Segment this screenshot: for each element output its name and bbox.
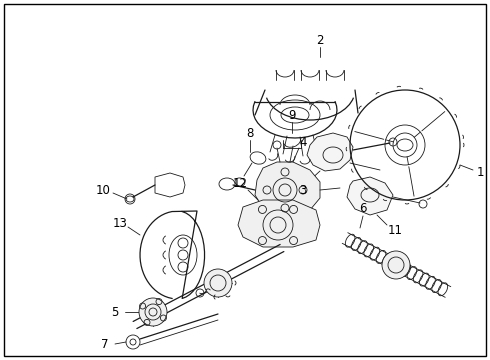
Polygon shape	[347, 177, 393, 215]
Text: 7: 7	[101, 338, 109, 351]
Text: 13: 13	[113, 216, 127, 230]
Polygon shape	[307, 133, 353, 171]
Circle shape	[139, 298, 167, 326]
Text: 6: 6	[359, 202, 367, 215]
Text: 3: 3	[299, 184, 307, 197]
Text: 12: 12	[232, 176, 247, 189]
Circle shape	[382, 251, 410, 279]
Text: 10: 10	[96, 184, 110, 197]
Polygon shape	[255, 162, 320, 216]
Text: 2: 2	[316, 33, 324, 46]
Polygon shape	[238, 200, 320, 247]
Text: 8: 8	[246, 126, 254, 140]
Text: 1: 1	[476, 166, 484, 179]
Text: 4: 4	[299, 135, 307, 149]
Text: 9: 9	[288, 108, 296, 122]
Circle shape	[204, 269, 232, 297]
Text: 5: 5	[111, 306, 119, 319]
Text: 11: 11	[388, 224, 402, 237]
